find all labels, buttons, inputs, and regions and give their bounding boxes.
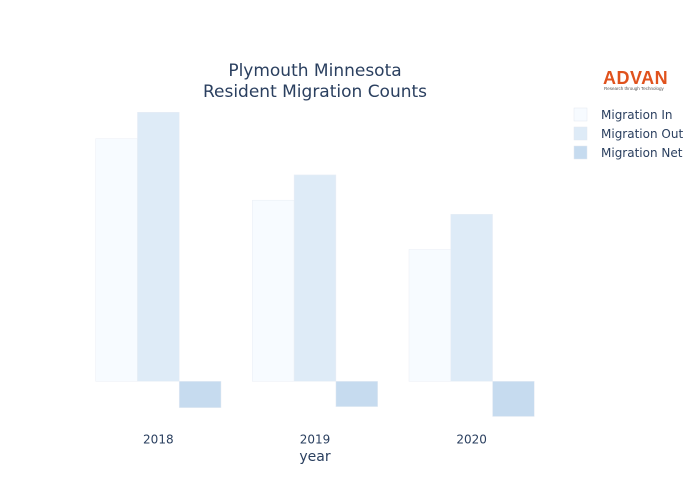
bar-migration-in-2019[interactable] xyxy=(252,199,295,382)
logo-tagline: Research through Technology xyxy=(604,86,664,91)
legend-label-migration-net: Migration Net xyxy=(601,146,683,160)
legend-label-migration-out: Migration Out xyxy=(601,127,683,141)
bar-migration-out-2018[interactable] xyxy=(137,112,180,382)
chart-title-line-1: Plymouth Minnesota xyxy=(228,61,401,81)
bar-migration-in-2018[interactable] xyxy=(95,138,138,382)
legend-item-migration-out[interactable]: Migration Out xyxy=(573,126,683,141)
x-axis-title: year xyxy=(299,449,330,465)
bar-migration-out-2020[interactable] xyxy=(450,214,493,382)
legend-swatch-migration-in xyxy=(573,107,588,122)
bar-migration-out-2019[interactable] xyxy=(293,174,337,382)
logo-text: ADVAN xyxy=(603,68,668,88)
x-tick-label-2020: 2020 xyxy=(456,432,487,446)
legend-label-migration-in: Migration In xyxy=(601,108,673,122)
chart-title-line-2: Resident Migration Counts xyxy=(203,82,427,102)
legend-item-migration-in[interactable]: Migration In xyxy=(573,107,673,122)
legend-item-migration-net[interactable]: Migration Net xyxy=(573,145,683,160)
chart-title: Plymouth Minnesota Resident Migration Co… xyxy=(203,61,427,102)
x-tick-label-2018: 2018 xyxy=(143,432,174,446)
bar-migration-net-2020[interactable] xyxy=(492,381,535,417)
legend-swatch-migration-net xyxy=(573,145,588,160)
legend[interactable]: Migration In Migration Out Migration Net xyxy=(573,107,683,160)
plot-area xyxy=(95,112,535,417)
advan-logo: ADVAN Research through Technology xyxy=(603,68,668,91)
legend-swatch-migration-out xyxy=(573,126,588,141)
bar-migration-in-2020[interactable] xyxy=(408,249,452,382)
x-tick-label-2019: 2019 xyxy=(300,432,331,446)
bar-migration-net-2019[interactable] xyxy=(335,381,378,407)
bar-migration-net-2018[interactable] xyxy=(178,381,222,408)
x-axis-ticks: 2018 2019 2020 xyxy=(143,432,487,446)
